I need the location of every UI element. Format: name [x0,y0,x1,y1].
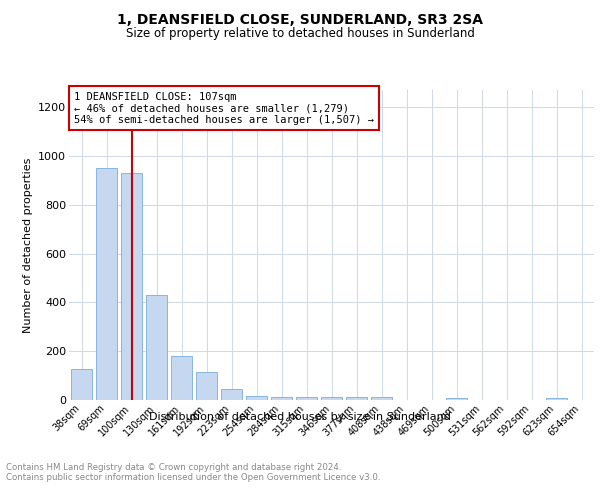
Text: 1 DEANSFIELD CLOSE: 107sqm
← 46% of detached houses are smaller (1,279)
54% of s: 1 DEANSFIELD CLOSE: 107sqm ← 46% of deta… [74,92,374,124]
Bar [71,370,92,400]
Bar [246,396,267,400]
Bar [121,173,142,400]
Text: Contains HM Land Registry data © Crown copyright and database right 2024.
Contai: Contains HM Land Registry data © Crown c… [6,462,380,482]
Bar [446,398,467,400]
Bar [321,397,342,400]
Text: Size of property relative to detached houses in Sunderland: Size of property relative to detached ho… [125,28,475,40]
Bar [371,398,392,400]
Bar [296,397,317,400]
Bar [346,397,367,400]
Y-axis label: Number of detached properties: Number of detached properties [23,158,32,332]
Bar [96,168,117,400]
Text: Distribution of detached houses by size in Sunderland: Distribution of detached houses by size … [149,412,451,422]
Bar [171,356,192,400]
Bar [546,398,567,400]
Bar [196,372,217,400]
Text: 1, DEANSFIELD CLOSE, SUNDERLAND, SR3 2SA: 1, DEANSFIELD CLOSE, SUNDERLAND, SR3 2SA [117,12,483,26]
Bar [271,397,292,400]
Bar [221,388,242,400]
Bar [146,295,167,400]
